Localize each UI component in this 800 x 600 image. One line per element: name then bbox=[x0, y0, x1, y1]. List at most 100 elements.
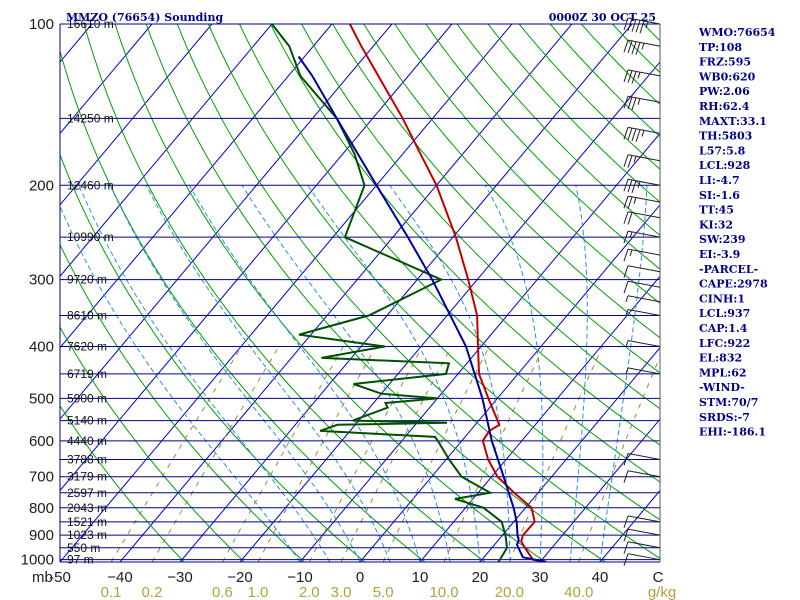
wind-barb-half-flag bbox=[641, 130, 645, 137]
sounding-index-value: CINH:1 bbox=[699, 292, 745, 305]
height-label: 4440 m bbox=[67, 434, 107, 448]
height-label: 550 m bbox=[67, 541, 100, 555]
wind-barb-flag bbox=[631, 71, 637, 84]
mixing-ratio-label: 3.0 bbox=[331, 584, 352, 600]
height-label: 97 m bbox=[67, 553, 94, 567]
wind-barb-flag bbox=[623, 281, 629, 294]
wind-barb bbox=[623, 211, 661, 225]
wind-barb-flag bbox=[623, 515, 629, 529]
wind-barb-flag bbox=[623, 453, 629, 466]
wind-barb-staff bbox=[627, 126, 661, 134]
sounding-index-value: L57:5.8 bbox=[699, 144, 746, 157]
wind-barb-staff bbox=[627, 17, 661, 25]
sounding-index-value: STM:70/7 bbox=[699, 396, 758, 409]
wind-barb-half-flag bbox=[641, 43, 645, 50]
sounding-index-value: MPL:62 bbox=[699, 366, 747, 379]
dry-adiabat-line bbox=[332, 24, 660, 374]
wind-barb-flag bbox=[627, 70, 633, 83]
height-label: 9720 m bbox=[67, 273, 107, 287]
wind-barb-flag bbox=[623, 529, 629, 542]
height-label: 12460 m bbox=[67, 178, 114, 192]
height-label: 1023 m bbox=[67, 528, 107, 542]
wind-barb-staff bbox=[627, 248, 661, 256]
mixing-ratio-line bbox=[151, 346, 280, 562]
wind-barb-half-flag bbox=[625, 367, 629, 375]
wind-barb-flag bbox=[627, 179, 633, 193]
wind-barb-flag bbox=[635, 20, 641, 33]
wind-barb-flag bbox=[639, 21, 645, 34]
isotherm-line bbox=[60, 24, 393, 420]
dry-adiabat-line bbox=[60, 243, 305, 562]
moist-adiabat-line bbox=[484, 185, 544, 562]
temperature-unit-label: C bbox=[653, 569, 664, 586]
isotherm-line bbox=[60, 24, 513, 562]
moist-adiabat-line bbox=[241, 185, 451, 562]
wind-barb bbox=[625, 367, 661, 375]
sounding-index-value: -PARCEL- bbox=[699, 263, 758, 276]
wind-barb bbox=[623, 95, 661, 111]
temperature-tick-label: 0 bbox=[356, 569, 364, 586]
mixing-ratio-line bbox=[382, 346, 490, 562]
wind-barb-half-flag bbox=[633, 197, 637, 204]
pressure-unit-label: mb bbox=[32, 569, 53, 586]
sounding-index-value: FRZ:595 bbox=[699, 56, 751, 69]
wind-barb-flag bbox=[623, 69, 629, 83]
wind-barb-flag bbox=[635, 42, 641, 55]
dry-adiabat-line bbox=[114, 24, 546, 562]
wind-barb-flag bbox=[623, 96, 629, 109]
wind-barb-flag bbox=[627, 212, 633, 225]
dry-adiabat-line bbox=[60, 404, 185, 562]
wind-barb-half-flag bbox=[625, 309, 629, 316]
height-label: 8610 m bbox=[67, 308, 107, 322]
wind-barb-flag bbox=[623, 195, 629, 209]
wind-barb-flag bbox=[627, 96, 633, 110]
wind-barb bbox=[623, 452, 661, 466]
wind-barb bbox=[623, 470, 661, 483]
height-label: 3179 m bbox=[67, 470, 107, 484]
wind-barb bbox=[623, 178, 661, 194]
wind-barb bbox=[623, 528, 661, 542]
temperature-tick-label: −20 bbox=[227, 569, 252, 586]
temperature-tick-label: -50 bbox=[49, 569, 71, 586]
wind-barb bbox=[623, 17, 661, 34]
sounding-index-value: LFC:922 bbox=[699, 337, 750, 350]
sounding-index-value: MAXT:33.1 bbox=[699, 115, 767, 128]
isotherm-line bbox=[60, 24, 273, 278]
dry-adiabat-line bbox=[239, 24, 660, 483]
sounding-index-value: RH:62.4 bbox=[699, 100, 750, 113]
pressure-tick-label: 200 bbox=[29, 177, 54, 194]
mixing-ratio-line bbox=[443, 346, 545, 562]
pressure-tick-label: 300 bbox=[29, 272, 54, 289]
isotherm-line bbox=[299, 132, 660, 562]
dry-adiabat-line bbox=[394, 24, 660, 304]
isotherm-line bbox=[179, 24, 633, 562]
grid-layer bbox=[60, 24, 660, 562]
sounding-index-value: TH:5803 bbox=[699, 130, 752, 143]
sounding-index-value: TT:45 bbox=[699, 204, 734, 217]
mixing-ratio-line bbox=[578, 355, 660, 562]
wind-barb-staff bbox=[627, 39, 661, 47]
wind-barb-staff bbox=[627, 280, 661, 288]
wind-barb-flag bbox=[623, 154, 629, 167]
pressure-tick-label: 900 bbox=[29, 527, 54, 544]
mixing-ratio-label: g/kg bbox=[648, 584, 676, 600]
height-label: 1521 m bbox=[67, 515, 107, 529]
wind-barb bbox=[623, 541, 661, 554]
dry-adiabat-line bbox=[176, 24, 660, 560]
wind-barb-flag bbox=[631, 41, 637, 54]
isotherm-line bbox=[239, 61, 660, 562]
moist-adiabat-line bbox=[78, 185, 331, 562]
temperature-tick-label: 20 bbox=[472, 569, 489, 586]
wind-barb-flag bbox=[631, 19, 637, 32]
wind-barb-flag bbox=[627, 155, 633, 168]
wind-barb bbox=[623, 553, 661, 566]
wind-barb-flag bbox=[623, 211, 629, 224]
mixing-ratio-label: 20.0 bbox=[495, 584, 524, 600]
wind-barb-half-flag bbox=[625, 295, 629, 302]
wind-barb-staff bbox=[627, 211, 661, 219]
height-label: 16610 m bbox=[67, 17, 114, 31]
mixing-ratio-label: 2.0 bbox=[299, 584, 320, 600]
mixing-ratio-line bbox=[508, 346, 603, 562]
wind-barb-staff bbox=[627, 69, 661, 77]
